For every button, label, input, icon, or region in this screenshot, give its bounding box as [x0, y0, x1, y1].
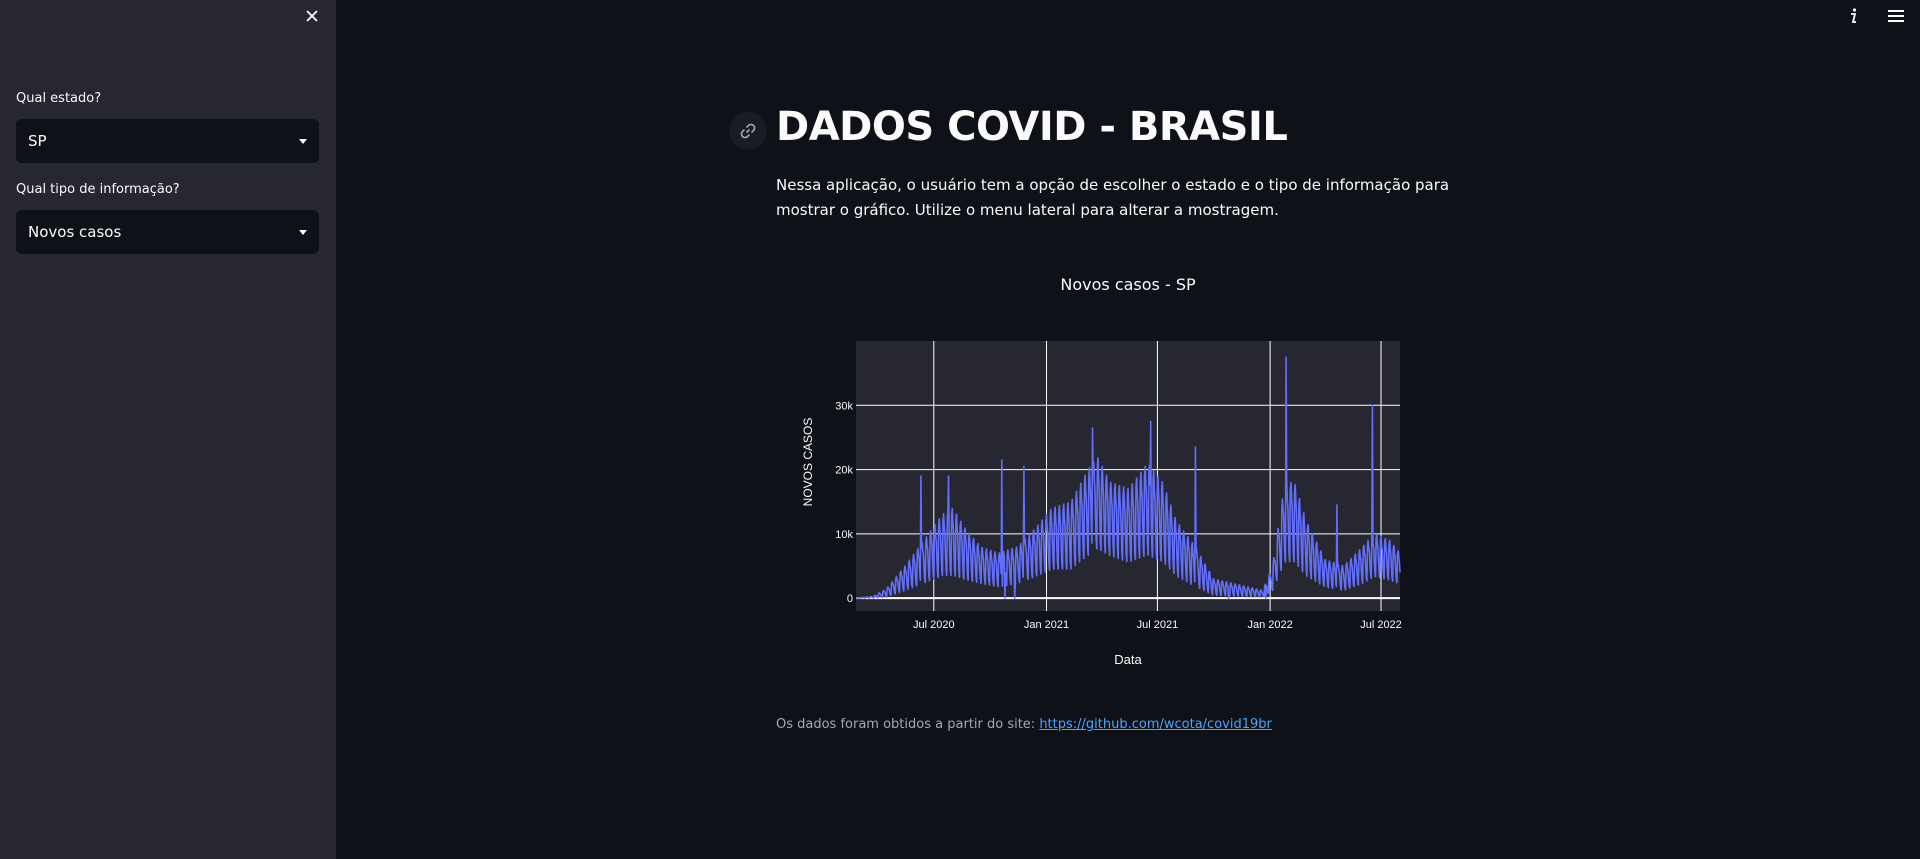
y-axis-title: NOVOS CASOS	[801, 418, 815, 507]
y-tick-label: 20k	[835, 465, 853, 477]
info-type-select-label: Qual tipo de informação?	[16, 182, 180, 197]
y-tick-label: 10k	[835, 529, 853, 541]
data-source-link[interactable]: https://github.com/wcota/covid19br	[1039, 717, 1272, 732]
y-tick-label: 30k	[835, 400, 853, 412]
state-select-label: Qual estado?	[16, 91, 102, 106]
info-type-select-value: Novos casos	[28, 223, 122, 241]
close-icon	[306, 10, 318, 22]
x-axis-title: Data	[1114, 652, 1142, 667]
cases-line-chart[interactable]: Jul 2020 Jan 2021 Jul 2021 Jan 2022 Jul 2022…	[776, 300, 1480, 670]
info-button[interactable]	[1841, 4, 1865, 28]
info-type-select[interactable]: Novos casos	[16, 210, 319, 254]
data-source-note: Os dados foram obtidos a partir do site:…	[776, 717, 1272, 732]
series-line	[855, 356, 1401, 599]
y-tick-label: 0	[847, 593, 853, 605]
x-tick-label: Jan 2022	[1247, 619, 1292, 631]
state-select-value: SP	[28, 132, 47, 150]
x-tick-label: Jul 2022	[1360, 619, 1402, 631]
x-tick-label: Jul 2021	[1137, 619, 1179, 631]
state-select[interactable]: SP	[16, 119, 319, 163]
title-anchor-link[interactable]	[729, 112, 767, 150]
info-icon	[1851, 8, 1857, 23]
page-title: DADOS COVID - BRASIL	[776, 104, 1288, 150]
data-source-text: Os dados foram obtidos a partir do site:	[776, 717, 1040, 732]
x-tick-label: Jan 2021	[1024, 619, 1069, 631]
chevron-down-icon	[299, 138, 307, 144]
sidebar: Qual estado? SP Qual tipo de informação?…	[0, 0, 336, 859]
x-tick-label: Jul 2020	[913, 619, 955, 631]
main-menu-button[interactable]	[1884, 4, 1908, 28]
chart-title: Novos casos - SP	[1060, 275, 1196, 294]
close-sidebar-button[interactable]	[300, 4, 324, 28]
chevron-down-icon	[299, 229, 307, 235]
hamburger-menu-icon	[1888, 10, 1904, 22]
link-icon	[740, 123, 756, 139]
page-description: Nessa aplicação, o usuário tem a opção d…	[776, 176, 1450, 219]
